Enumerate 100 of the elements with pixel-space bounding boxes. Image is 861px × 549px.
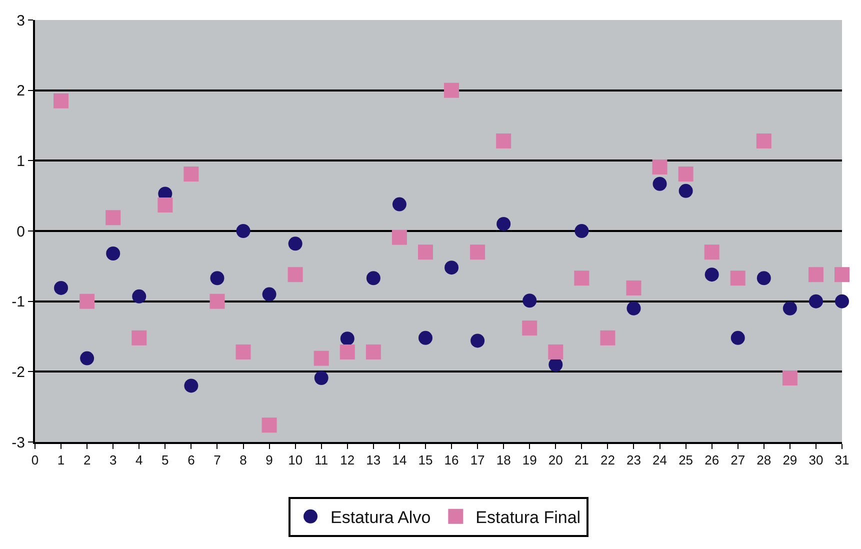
point [444,260,459,275]
x-tick-label: 30 [808,452,824,468]
point [574,270,590,286]
point [652,176,667,191]
point [80,294,95,309]
x-tick-label: 29 [782,452,798,468]
point [835,294,849,308]
legend-label: Estatura Alvo [330,508,431,528]
point [132,289,146,304]
point [730,270,746,286]
x-tick-label: 19 [522,452,537,468]
point [54,280,68,295]
y-tick-label: -2 [12,364,25,381]
x-tick-label: 24 [652,452,668,468]
point [548,358,563,372]
point [288,267,303,282]
x-tick-label: 26 [704,452,720,468]
x-tick-label: 1 [57,452,65,468]
point [704,244,720,260]
x-tick-label: 28 [756,452,772,468]
x-tick-label: 0 [31,452,39,468]
point [366,344,381,360]
point [600,330,616,346]
x-tick-label: 14 [392,452,407,468]
point [392,230,407,245]
point [470,244,486,260]
point [522,320,538,336]
point [262,287,276,302]
point [418,244,433,260]
point [652,160,668,174]
point [184,166,199,182]
x-tick-label: 13 [366,452,381,468]
point [756,271,771,286]
x-tick-label: 27 [730,452,746,468]
point [782,370,798,386]
y-tick-label: -1 [12,294,25,311]
point [392,197,406,212]
x-tick-label: 15 [418,452,433,468]
y-tick-label: 2 [16,82,25,100]
point [236,344,251,360]
x-tick-label: 4 [136,452,143,468]
point [756,133,772,148]
point [132,330,147,346]
point [366,271,380,286]
point [340,344,355,360]
x-tick-label: 23 [626,452,641,468]
point [314,350,329,366]
point [158,197,173,212]
point [54,93,69,108]
legend-label: Estatura Final [476,508,581,528]
y-tick-label: -3 [12,434,25,452]
x-tick-label: 20 [548,452,563,468]
point [210,271,224,286]
point [626,280,642,296]
point [782,301,797,316]
point [678,184,693,198]
x-tick-label: 2 [83,452,91,468]
x-tick-label: 16 [444,452,459,468]
y-tick-label: 1 [16,152,25,170]
x-tick-label: 10 [288,452,303,468]
point [626,301,641,316]
point [808,267,824,282]
x-tick-label: 22 [600,452,615,468]
point [496,133,512,148]
point [314,371,328,385]
point [548,344,564,360]
x-tick-label: 12 [340,452,355,468]
point [808,294,823,308]
point [444,82,460,98]
point [574,224,589,238]
point [262,418,277,433]
point [236,224,250,238]
x-tick-label: 3 [109,452,117,468]
x-tick-label: 5 [162,452,169,468]
point [470,334,485,348]
point [496,216,511,231]
point [522,294,537,308]
x-tick-label: 18 [496,452,511,468]
point [340,332,354,346]
point [80,351,94,366]
point [834,267,850,282]
x-tick-label: 8 [240,452,247,468]
point [106,246,120,261]
point [288,236,302,251]
x-tick-label: 11 [314,452,328,468]
point [704,268,719,282]
y-tick-label: 3 [16,12,25,30]
point [730,330,745,345]
x-tick-label: 17 [470,452,485,468]
point [184,378,198,393]
point [678,166,694,182]
x-tick-label: 21 [574,452,589,468]
x-tick-label: 6 [188,452,195,468]
x-tick-label: 7 [214,452,221,468]
x-tick-label: 9 [266,452,273,468]
y-tick-label: 0 [16,223,25,240]
point [210,294,225,309]
x-tick-label: 25 [678,452,694,468]
point [106,210,121,226]
point [418,330,432,345]
